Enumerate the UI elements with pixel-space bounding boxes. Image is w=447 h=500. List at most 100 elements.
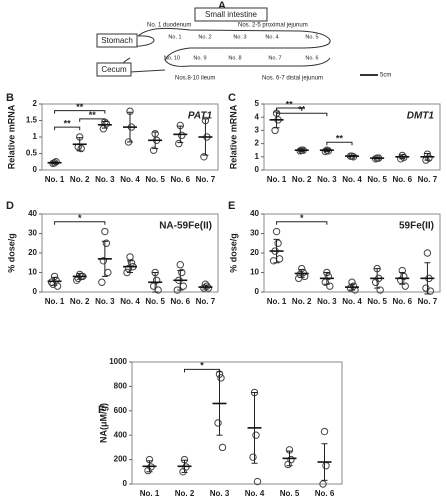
y-tick-label: 1 <box>255 152 260 161</box>
segment-label: No. 10 <box>164 55 180 61</box>
data-point <box>401 282 409 290</box>
data-point <box>295 274 303 283</box>
data-point <box>101 227 109 236</box>
y-tick-label: 600 <box>114 406 128 415</box>
y-tick-label: 5 <box>255 99 260 108</box>
significance-bracket <box>326 141 353 146</box>
diagram-label: Nos.8-10 ileum <box>175 76 215 82</box>
data-point <box>179 468 187 476</box>
chart-title: DMT1 <box>407 111 435 122</box>
segment-label: No. 9 <box>193 55 206 61</box>
x-tick-label: No. 3 <box>95 297 115 306</box>
x-tick-label: No. 7 <box>418 297 438 306</box>
data-point <box>178 268 186 277</box>
x-tick-label: No. 2 <box>175 489 195 498</box>
y-axis-label: Relative mRNA <box>228 104 238 169</box>
y-tick-label: 400 <box>114 430 128 439</box>
significance-bracket <box>276 107 303 111</box>
diagram-label: Nos. 6-7 distal jejunum <box>262 76 323 82</box>
x-tick-label: No. 7 <box>196 175 216 184</box>
chart-title: NA-59Fe(II) <box>159 221 212 232</box>
data-point <box>249 453 257 461</box>
data-point <box>275 255 284 263</box>
data-point <box>397 276 405 284</box>
y-tick-label: 40 <box>250 209 259 218</box>
data-point <box>252 431 260 439</box>
diagram-label: Nos. 2-5 proximal jejunum <box>238 23 308 29</box>
y-axis-label: Relative mRNA <box>6 104 16 169</box>
data-point <box>175 139 183 148</box>
segment-label: No. 2 <box>198 34 211 40</box>
significance-label: * <box>200 361 204 371</box>
data-point <box>178 131 186 140</box>
significance-label: ** <box>298 105 306 115</box>
data-point <box>284 460 292 469</box>
x-tick-label: No. 5 <box>280 489 300 498</box>
x-tick-label: No. 3 <box>210 489 230 498</box>
x-tick-label: No. 4 <box>342 297 362 306</box>
y-tick-label: 10 <box>28 268 37 277</box>
diagram-label: Stomach <box>101 36 133 45</box>
y-tick-label: 0.5 <box>26 149 38 158</box>
panel-label: F <box>98 404 105 416</box>
data-point <box>152 276 161 284</box>
box <box>96 33 138 48</box>
x-tick-label: No. 7 <box>196 297 216 306</box>
panel-label: E <box>228 200 235 212</box>
x-tick-label: No. 6 <box>171 297 191 306</box>
significance-label: ** <box>336 134 344 144</box>
x-tick-label: No. 2 <box>292 175 312 184</box>
data-point <box>423 249 432 257</box>
x-tick-label: No. 2 <box>70 297 90 306</box>
y-tick-label: 1.5 <box>26 116 38 125</box>
segment-label: No. 8 <box>228 55 241 61</box>
x-tick-label: No. 5 <box>145 297 165 306</box>
y-tick-label: 20 <box>250 248 259 257</box>
data-point <box>322 462 330 470</box>
y-axis-label: NA(μM/g) <box>98 403 108 443</box>
significance-bracket <box>276 112 328 117</box>
y-tick-label: 4 <box>255 112 260 121</box>
x-tick-label: No. 3 <box>95 175 115 184</box>
x-tick-label: No. 5 <box>145 175 165 184</box>
data-point <box>253 477 262 486</box>
data-point <box>320 427 329 436</box>
y-tick-label: 800 <box>114 382 128 391</box>
x-tick-label: No. 3 <box>317 297 337 306</box>
y-tick-label: 10 <box>250 268 259 277</box>
panel-label: C <box>228 92 236 104</box>
data-point <box>376 286 384 294</box>
y-tick-label: 200 <box>114 455 128 464</box>
diagram <box>117 27 378 76</box>
x-tick-label: No. 6 <box>393 175 413 184</box>
significance-bracket <box>79 118 106 122</box>
x-tick-label: No. 2 <box>70 175 90 184</box>
segment-label: No. 3 <box>233 34 246 40</box>
significance-bracket <box>276 221 328 225</box>
plot-frame <box>131 361 343 485</box>
y-tick-label: 0 <box>255 165 260 174</box>
diagram-label: Cecum <box>101 65 127 74</box>
significance-label: ** <box>286 99 294 109</box>
x-tick-label: No. 1 <box>267 175 287 184</box>
data-point <box>98 278 106 286</box>
segment-label: No. 1 <box>168 34 181 40</box>
data-point <box>144 466 152 475</box>
significance-label: ** <box>89 110 97 120</box>
segment-label: No. 4 <box>265 34 278 40</box>
segment-label: No. 6 <box>305 55 318 61</box>
diagram-label: Small intestine <box>205 10 258 19</box>
x-tick-label: No. 4 <box>342 175 362 184</box>
x-tick-label: No. 6 <box>171 175 191 184</box>
chart-title: PAT1 <box>188 111 213 122</box>
y-tick-label: 0 <box>123 479 128 488</box>
data-point <box>104 268 112 277</box>
y-tick-label: 0 <box>33 287 38 296</box>
significance-label: ** <box>76 102 84 112</box>
y-tick-label: 1 <box>33 132 38 141</box>
x-tick-label: No. 2 <box>292 297 312 306</box>
x-tick-label: No. 6 <box>393 297 413 306</box>
data-point <box>271 126 279 135</box>
box <box>96 62 132 77</box>
